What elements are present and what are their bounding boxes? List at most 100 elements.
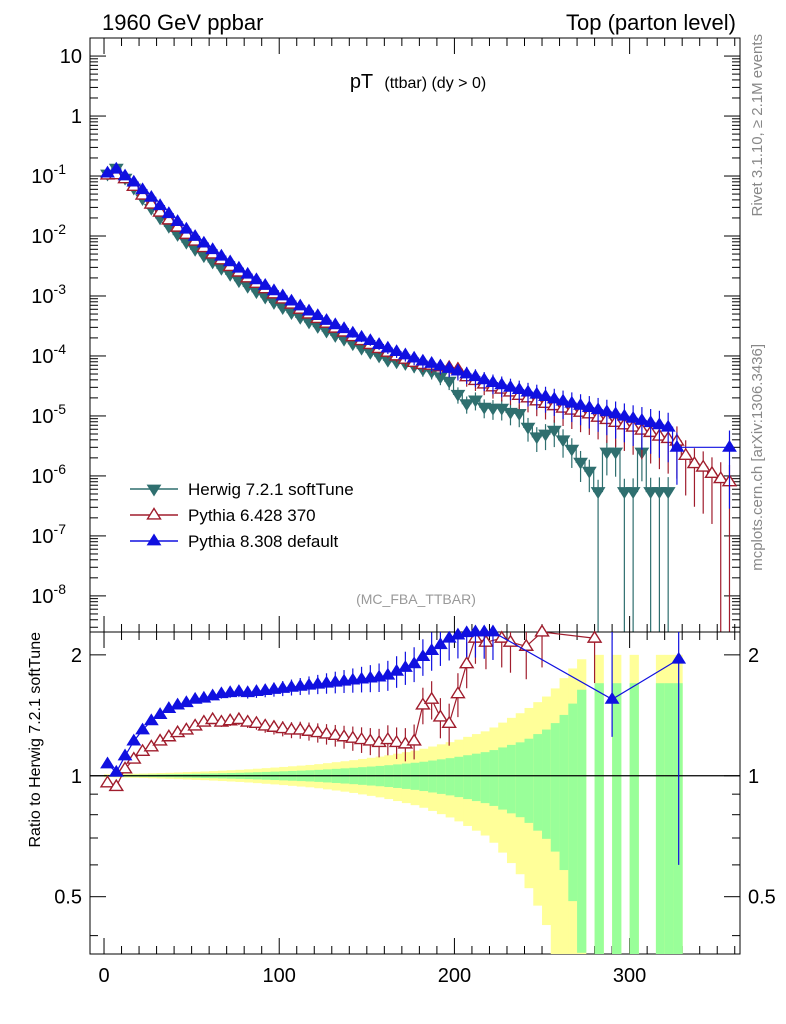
data-point xyxy=(555,393,571,406)
data-point xyxy=(213,248,229,261)
ratio-data-point xyxy=(117,761,133,774)
ratio-data-point xyxy=(239,714,256,727)
data-point xyxy=(520,422,536,435)
ratio-data-point xyxy=(327,727,344,741)
ratio-data-point xyxy=(478,634,494,647)
data-point xyxy=(143,189,159,202)
ratio-data-point xyxy=(415,649,431,662)
ratio-data-point xyxy=(450,685,466,699)
band-inner xyxy=(568,703,578,902)
data-point xyxy=(634,413,650,425)
band-inner xyxy=(577,689,587,953)
data-point xyxy=(625,410,641,423)
header-right: Top (parton level) xyxy=(566,10,736,35)
data-point xyxy=(520,384,536,397)
ratio-data-point xyxy=(458,655,475,669)
legend-marker xyxy=(146,533,162,546)
analysis-label: (MC_FBA_TTBAR) xyxy=(356,591,476,607)
data-point xyxy=(677,447,694,460)
data-point xyxy=(573,397,588,410)
data-point xyxy=(170,214,186,226)
ratio-y-tick-label: 1 xyxy=(71,766,82,788)
data-point xyxy=(669,439,685,452)
series-line xyxy=(103,168,734,448)
main-panel: 10 1 10-1 10-2 10-3 10-4 10-5 10-6 10-7 10-8 pT (… xyxy=(31,37,741,954)
data-point xyxy=(354,329,369,342)
legend: Herwig 7.2.1 softTune Pythia 6.428 370 Pyt… xyxy=(130,480,354,551)
ratio-axes: 0.5 0.5 1 1 2 2 xyxy=(54,645,776,937)
data-point xyxy=(161,206,177,219)
y-tick-label: 1 xyxy=(71,106,82,128)
band-inner xyxy=(436,759,447,794)
data-point xyxy=(231,260,247,273)
main-series xyxy=(99,161,738,632)
data-point xyxy=(178,221,194,234)
data-point xyxy=(625,487,641,499)
data-point xyxy=(660,419,676,432)
band-inner xyxy=(498,747,508,810)
data-point xyxy=(345,325,361,338)
band-inner xyxy=(524,738,534,823)
data-point xyxy=(643,487,659,499)
x-tick-label: 200 xyxy=(438,965,471,987)
data-point xyxy=(599,404,615,417)
data-point xyxy=(249,272,264,285)
data-point xyxy=(643,415,659,428)
band-inner xyxy=(594,683,604,954)
ratio-data-point xyxy=(318,726,335,739)
data-point xyxy=(126,174,142,187)
data-point xyxy=(652,417,667,430)
data-point xyxy=(371,337,387,349)
plot-title-main: pT xyxy=(350,71,373,93)
ratio-data-point xyxy=(117,748,133,761)
data-point xyxy=(152,204,168,217)
series-line xyxy=(103,167,673,493)
y-tick-label: 10-6 xyxy=(31,461,66,488)
band-inner xyxy=(489,750,499,806)
data-point xyxy=(555,435,571,448)
ratio-data-point xyxy=(266,719,282,732)
data-point xyxy=(468,395,483,408)
ratio-data-point xyxy=(406,656,422,669)
ratio-data-point xyxy=(100,756,115,769)
data-point xyxy=(468,369,483,382)
band-inner xyxy=(533,734,543,831)
data-point xyxy=(608,447,624,460)
data-point xyxy=(336,321,352,334)
y-tick-label: 10-7 xyxy=(31,521,66,548)
data-point xyxy=(485,403,501,416)
ratio-data-point xyxy=(406,733,422,746)
ratio-series xyxy=(99,624,687,865)
band-inner xyxy=(463,755,473,800)
ratio-data-point xyxy=(362,733,379,746)
ratio-data-point xyxy=(143,713,159,726)
data-point xyxy=(301,303,317,316)
band-inner xyxy=(454,756,464,798)
data-point xyxy=(722,439,737,452)
series-line xyxy=(103,174,734,483)
data-point xyxy=(415,353,431,366)
data-point xyxy=(161,212,177,225)
legend-marker xyxy=(146,484,162,497)
data-point xyxy=(380,340,396,353)
ratio-data-point xyxy=(388,734,405,748)
ratio-data-point xyxy=(604,691,620,704)
data-point xyxy=(686,455,703,469)
data-point xyxy=(704,465,720,479)
ratio-frame xyxy=(89,631,741,955)
data-point xyxy=(450,363,466,376)
ratio-data-point xyxy=(231,711,247,725)
plot-title-sub: (ttbar) (dy > 0) xyxy=(384,75,486,92)
ratio-data-point xyxy=(424,643,440,655)
band-inner xyxy=(550,723,561,852)
band-inner xyxy=(673,683,683,954)
data-point xyxy=(266,283,282,296)
ratio-y-tick-label-right: 0.5 xyxy=(748,887,776,909)
ratio-data-point xyxy=(336,729,352,742)
data-point xyxy=(108,161,124,174)
data-point xyxy=(135,182,150,195)
ratio-data-point xyxy=(345,730,361,743)
ratio-data-point xyxy=(274,720,291,734)
data-point xyxy=(143,196,160,209)
